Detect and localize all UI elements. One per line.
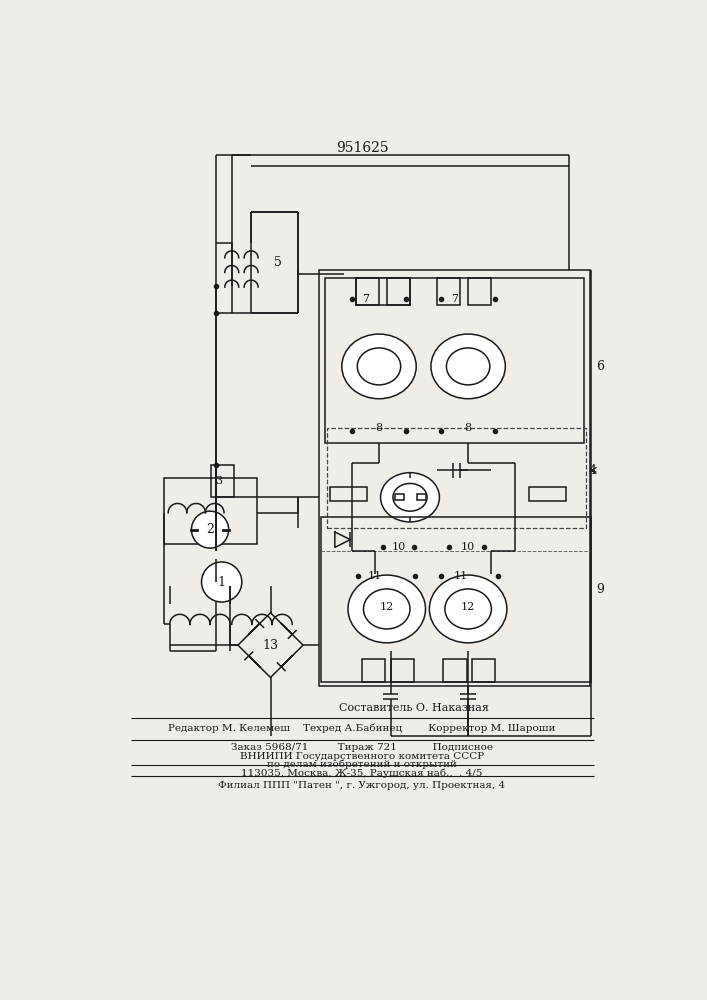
Bar [472, 659, 495, 682]
Text: 11: 11 [368, 571, 382, 581]
Ellipse shape [445, 589, 491, 629]
Bar [387, 278, 410, 305]
Text: 10: 10 [461, 542, 475, 552]
Bar [325, 278, 585, 443]
Text: ВНИИПИ Государственного комитета СССР: ВНИИПИ Государственного комитета СССР [240, 752, 484, 761]
Bar [391, 659, 414, 682]
Ellipse shape [380, 473, 440, 522]
Bar [529, 487, 566, 501]
Bar [356, 278, 410, 305]
Bar [327, 428, 586, 528]
Text: 6: 6 [596, 360, 604, 373]
Text: 113035, Москва, Ж-35, Раушская наб.,  . 4/5: 113035, Москва, Ж-35, Раушская наб., . 4… [241, 768, 483, 778]
Bar [356, 278, 379, 305]
Text: 12: 12 [380, 602, 394, 612]
Text: 8: 8 [464, 423, 472, 433]
Text: 1: 1 [218, 576, 226, 588]
Text: Составитель О. Наказная: Составитель О. Наказная [339, 703, 489, 713]
Text: 951625: 951625 [336, 141, 388, 155]
Text: Заказ 5968/71         Тираж 721           Подписное: Заказ 5968/71 Тираж 721 Подписное [231, 743, 493, 752]
Bar [468, 278, 491, 305]
Text: 4: 4 [588, 464, 596, 477]
Text: 12: 12 [461, 602, 475, 612]
Bar [443, 659, 467, 682]
Text: по делам изобретений и открытий: по делам изобретений и открытий [267, 760, 457, 769]
Circle shape [201, 562, 242, 602]
Text: 13: 13 [262, 639, 279, 652]
Bar [437, 278, 460, 305]
Ellipse shape [393, 483, 427, 511]
Ellipse shape [431, 334, 506, 399]
Ellipse shape [429, 575, 507, 643]
Ellipse shape [341, 334, 416, 399]
Text: 7: 7 [452, 294, 458, 304]
Text: 11: 11 [453, 571, 467, 581]
Text: 2: 2 [206, 523, 214, 536]
Bar [320, 270, 590, 686]
Text: 7: 7 [362, 294, 369, 304]
Text: 3: 3 [215, 476, 222, 486]
Ellipse shape [446, 348, 490, 385]
Circle shape [192, 511, 228, 548]
Text: Редактор М. Келемеш    Техред А.Бабинец        Корректор М. Шароши: Редактор М. Келемеш Техред А.Бабинец Кор… [168, 724, 556, 733]
Ellipse shape [363, 589, 410, 629]
Bar [417, 494, 426, 500]
Text: 8: 8 [375, 423, 382, 433]
Text: 10: 10 [391, 542, 406, 552]
Ellipse shape [348, 575, 426, 643]
Bar [395, 494, 404, 500]
Bar [362, 659, 385, 682]
Bar [163, 478, 257, 544]
Ellipse shape [357, 348, 401, 385]
Text: 9: 9 [596, 583, 604, 596]
Bar [321, 517, 590, 682]
Bar [330, 487, 368, 501]
Text: Филиал ППП "Патен ", г. Ужгород, ул. Проектная, 4: Филиал ППП "Патен ", г. Ужгород, ул. Про… [218, 781, 506, 790]
Bar [211, 465, 234, 497]
Text: 5: 5 [274, 256, 282, 269]
